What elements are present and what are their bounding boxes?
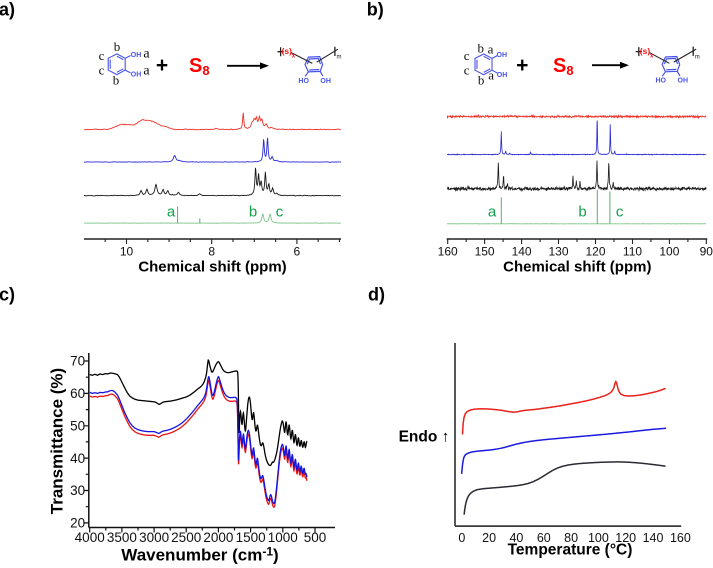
svg-text:160: 160 [438, 244, 458, 258]
svg-text:Wavenumber (cm-1): Wavenumber (cm-1) [121, 545, 278, 565]
svg-text:2500: 2500 [171, 530, 201, 545]
svg-text:(s): (s) [640, 46, 651, 56]
svg-text:b: b [249, 204, 257, 221]
svg-text:a: a [143, 47, 150, 62]
svg-text:20: 20 [482, 531, 496, 545]
svg-text:OH: OH [497, 72, 508, 79]
svg-text:140: 140 [643, 531, 664, 545]
svg-text:HO: HO [298, 78, 309, 85]
svg-text:50: 50 [70, 419, 85, 434]
svg-text:b): b) [367, 0, 384, 19]
svg-text:m: m [695, 54, 700, 60]
svg-text:OH: OH [678, 78, 689, 85]
svg-text:0: 0 [458, 531, 465, 545]
svg-text:OH: OH [131, 72, 142, 79]
svg-text:m: m [337, 54, 342, 60]
svg-text:Chemical shift (ppm): Chemical shift (ppm) [503, 259, 651, 276]
svg-text:a: a [488, 42, 494, 57]
svg-text:1000: 1000 [268, 530, 298, 545]
svg-text:c: c [464, 62, 470, 77]
svg-text:c: c [464, 48, 470, 63]
svg-text:c: c [616, 204, 624, 221]
svg-text:70: 70 [70, 354, 85, 369]
svg-text:110: 110 [623, 244, 642, 258]
svg-text:OH: OH [131, 52, 142, 59]
svg-text:Temperature (°C): Temperature (°C) [508, 542, 633, 559]
svg-text:20: 20 [70, 516, 85, 531]
svg-text:120: 120 [585, 244, 605, 258]
svg-text:b: b [114, 39, 121, 54]
svg-text:1500: 1500 [236, 530, 266, 545]
svg-text:80: 80 [564, 531, 578, 545]
svg-text:2000: 2000 [203, 530, 233, 545]
svg-text:60: 60 [537, 531, 551, 545]
svg-text:a: a [488, 204, 497, 221]
svg-text:90: 90 [700, 244, 713, 258]
svg-text:40: 40 [70, 451, 85, 466]
svg-text:+: + [516, 54, 528, 77]
svg-text:60: 60 [70, 386, 85, 401]
svg-text:8: 8 [208, 244, 215, 258]
svg-text:(s): (s) [282, 46, 293, 56]
svg-text:b: b [113, 73, 120, 88]
svg-text:x: x [292, 53, 296, 59]
svg-text:a: a [143, 64, 150, 79]
svg-text:OH: OH [320, 78, 331, 85]
svg-text:120: 120 [615, 531, 636, 545]
svg-text:HO: HO [656, 78, 667, 85]
svg-text:a: a [167, 204, 176, 221]
svg-text:3000: 3000 [139, 530, 169, 545]
svg-text:100: 100 [659, 244, 679, 258]
svg-text:140: 140 [512, 244, 532, 258]
svg-text:+: + [156, 54, 168, 77]
svg-text:x: x [650, 53, 654, 59]
svg-text:b: b [477, 40, 484, 55]
svg-text:a): a) [0, 0, 15, 20]
svg-text:30: 30 [70, 483, 85, 498]
svg-text:40: 40 [509, 531, 523, 545]
svg-text:Chemical shift (ppm): Chemical shift (ppm) [138, 259, 286, 276]
svg-text:d): d) [368, 285, 385, 305]
svg-text:c: c [99, 63, 105, 78]
svg-text:Endo ↑: Endo ↑ [399, 429, 450, 446]
svg-text:10: 10 [120, 244, 134, 258]
svg-text:4000: 4000 [75, 530, 105, 545]
svg-text:c: c [99, 48, 105, 63]
svg-text:6: 6 [294, 244, 301, 258]
svg-text:150: 150 [475, 244, 495, 258]
svg-text:130: 130 [548, 244, 568, 258]
svg-text:160: 160 [670, 531, 691, 545]
svg-text:Transmittance (%): Transmittance (%) [48, 368, 67, 514]
svg-text:b: b [478, 73, 485, 88]
svg-text:3500: 3500 [107, 530, 137, 545]
svg-text:c: c [276, 204, 284, 221]
svg-text:100: 100 [588, 531, 609, 545]
svg-text:OH: OH [497, 52, 508, 59]
svg-text:b: b [578, 204, 586, 221]
svg-text:a: a [488, 68, 494, 83]
svg-text:c): c) [0, 285, 15, 305]
svg-text:500: 500 [304, 530, 327, 545]
